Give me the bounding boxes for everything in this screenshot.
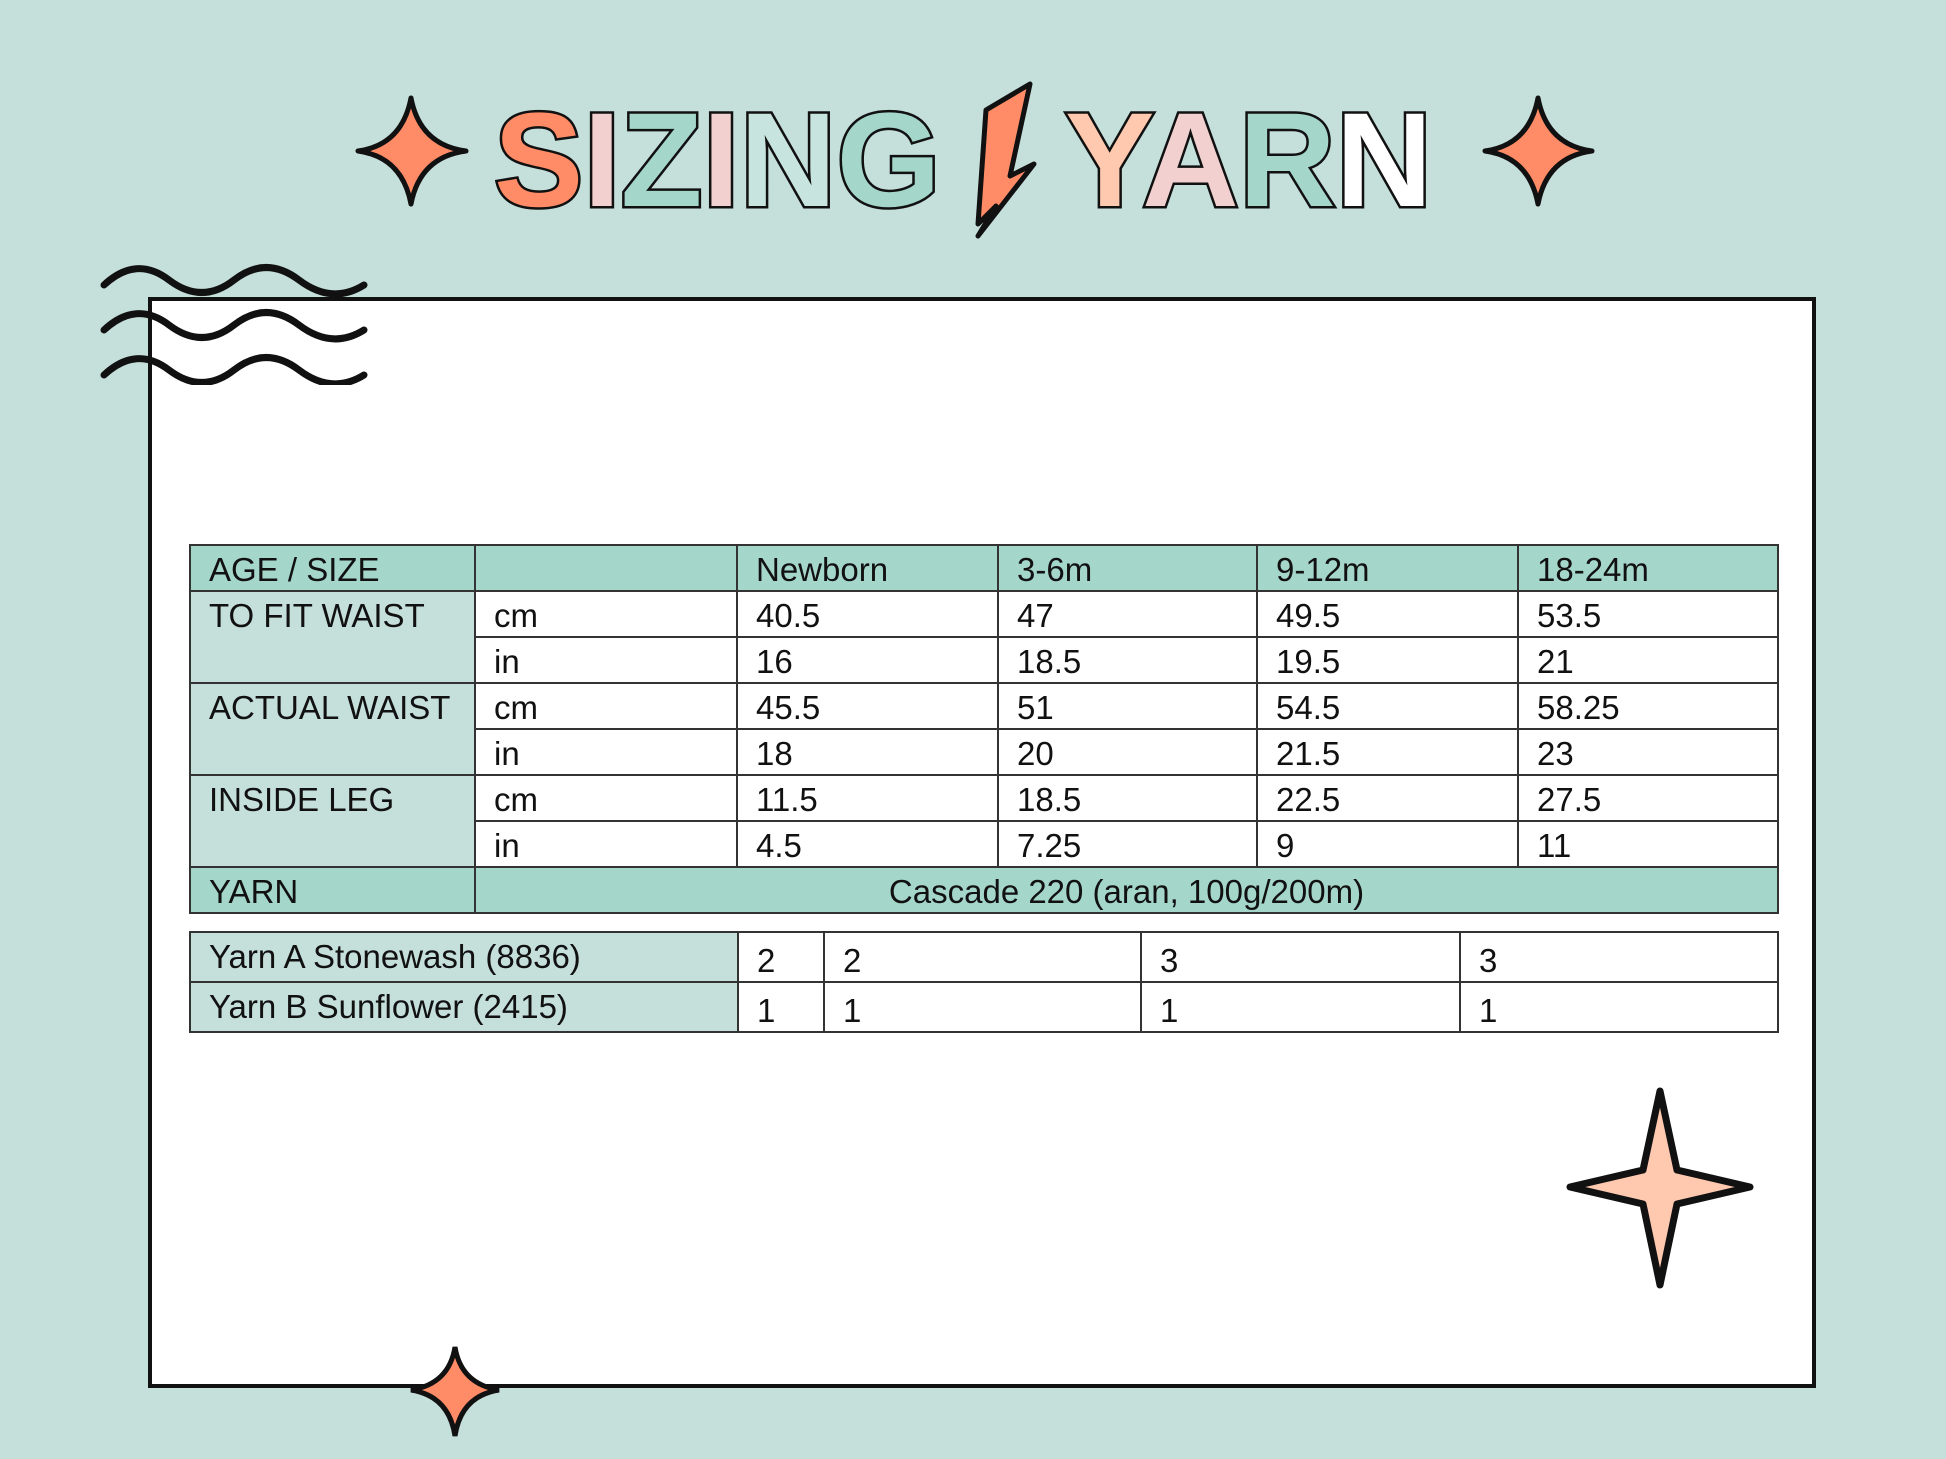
value-cell: 20 — [997, 728, 1258, 776]
table-row: ACTUAL WAIST cm 45.5 51 54.5 58.25 — [189, 682, 1779, 776]
title-letter: R — [1236, 86, 1338, 235]
value-cell: 1 — [1140, 981, 1461, 1033]
title-letter: Y — [1062, 86, 1144, 235]
value-cell: 51 — [997, 682, 1258, 730]
header-cell — [474, 544, 738, 592]
value-cell: 45.5 — [736, 682, 999, 730]
unit-cell: cm — [474, 590, 738, 638]
yarn-a-label: Yarn A Stonewash (8836) — [189, 931, 739, 983]
value-cell: 4.5 — [736, 820, 999, 868]
value-cell: 22.5 — [1256, 774, 1519, 822]
value-cell: 1 — [737, 981, 825, 1033]
lightning-bolt-icon — [975, 81, 1037, 239]
header-cell: 3-6m — [997, 544, 1258, 592]
value-cell: 53.5 — [1517, 590, 1779, 638]
yarn-value: Cascade 220 (aran, 100g/200m) — [474, 866, 1779, 914]
yarn-b-label: Yarn B Sunflower (2415) — [189, 981, 739, 1033]
value-cell: 1 — [1459, 981, 1779, 1033]
table-row: in 18 20 21.5 23 — [190, 728, 1779, 776]
value-cell: 9 — [1256, 820, 1519, 868]
title-letter: G — [834, 86, 943, 235]
value-cell: 40.5 — [736, 590, 999, 638]
value-cell: 18.5 — [997, 774, 1258, 822]
value-cell: 19.5 — [1256, 636, 1519, 684]
value-cell: 11 — [1517, 820, 1779, 868]
value-cell: 18.5 — [997, 636, 1258, 684]
value-cell: 21 — [1517, 636, 1779, 684]
header-cell: 18-24m — [1517, 544, 1779, 592]
unit-cell: cm — [474, 774, 738, 822]
title-decorations — [355, 81, 1595, 239]
value-cell: 21.5 — [1256, 728, 1519, 776]
title-sizing: SIZING — [491, 91, 943, 230]
title-letter: S — [491, 86, 585, 235]
wave-lines-icon — [100, 264, 368, 385]
yarn-row: YARN Cascade 220 (aran, 100g/200m) — [189, 866, 1779, 914]
value-cell: 58.25 — [1517, 682, 1779, 730]
title-letter: I — [700, 86, 742, 235]
table-row: TO FIT WAIST cm 40.5 47 49.5 53.5 — [189, 590, 1779, 684]
value-cell: 3 — [1140, 931, 1461, 983]
table-row: in 4.5 7.25 9 11 — [190, 820, 1779, 868]
table-row: in 16 18.5 19.5 21 — [190, 636, 1779, 684]
value-cell: 7.25 — [997, 820, 1258, 868]
value-cell: 1 — [823, 981, 1142, 1033]
value-cell: 49.5 — [1256, 590, 1519, 638]
table-row: INSIDE LEG cm 11.5 18.5 22.5 27.5 — [189, 774, 1779, 868]
row-label: INSIDE LEG — [189, 774, 476, 868]
value-cell: 2 — [737, 931, 825, 983]
sparkle-star-icon — [1482, 95, 1595, 207]
table-row: Yarn A Stonewash (8836) 2 2 3 3 — [189, 931, 1779, 983]
sparkle-star-icon — [410, 1346, 500, 1437]
unit-cell: in — [474, 728, 738, 776]
value-cell: 23 — [1517, 728, 1779, 776]
unit-cell: in — [474, 820, 738, 868]
value-cell: 27.5 — [1517, 774, 1779, 822]
title-letter: A — [1140, 86, 1242, 235]
row-label: TO FIT WAIST — [189, 590, 476, 684]
title-yarn: YARN — [1062, 91, 1434, 230]
row-label: ACTUAL WAIST — [189, 682, 476, 776]
sparkle-star-icon — [355, 95, 469, 207]
value-cell: 2 — [823, 931, 1142, 983]
title-letter: Z — [618, 86, 705, 235]
title-letter: N — [737, 86, 839, 235]
title-letter: N — [1333, 86, 1435, 235]
value-cell: 54.5 — [1256, 682, 1519, 730]
value-cell: 16 — [736, 636, 999, 684]
value-cell: 47 — [997, 590, 1258, 638]
header-cell: 9-12m — [1256, 544, 1519, 592]
header-cell: Newborn — [736, 544, 999, 592]
sparkle-star-icon — [1566, 1087, 1754, 1289]
yarn-label: YARN — [189, 866, 476, 914]
unit-cell: cm — [474, 682, 738, 730]
unit-cell: in — [474, 636, 738, 684]
value-cell: 11.5 — [736, 774, 999, 822]
yarn-table: Yarn A Stonewash (8836) 2 2 3 3 Yarn B S… — [189, 931, 1779, 1033]
header-cell: AGE / SIZE — [189, 544, 476, 592]
title-letter: I — [581, 86, 623, 235]
table-row: Yarn B Sunflower (2415) 1 1 1 1 — [189, 981, 1779, 1033]
table-header-row: AGE / SIZE Newborn 3-6m 9-12m 18-24m — [189, 544, 1779, 592]
value-cell: 3 — [1459, 931, 1779, 983]
sizing-table: AGE / SIZE Newborn 3-6m 9-12m 18-24m TO … — [189, 544, 1779, 914]
value-cell: 18 — [736, 728, 999, 776]
